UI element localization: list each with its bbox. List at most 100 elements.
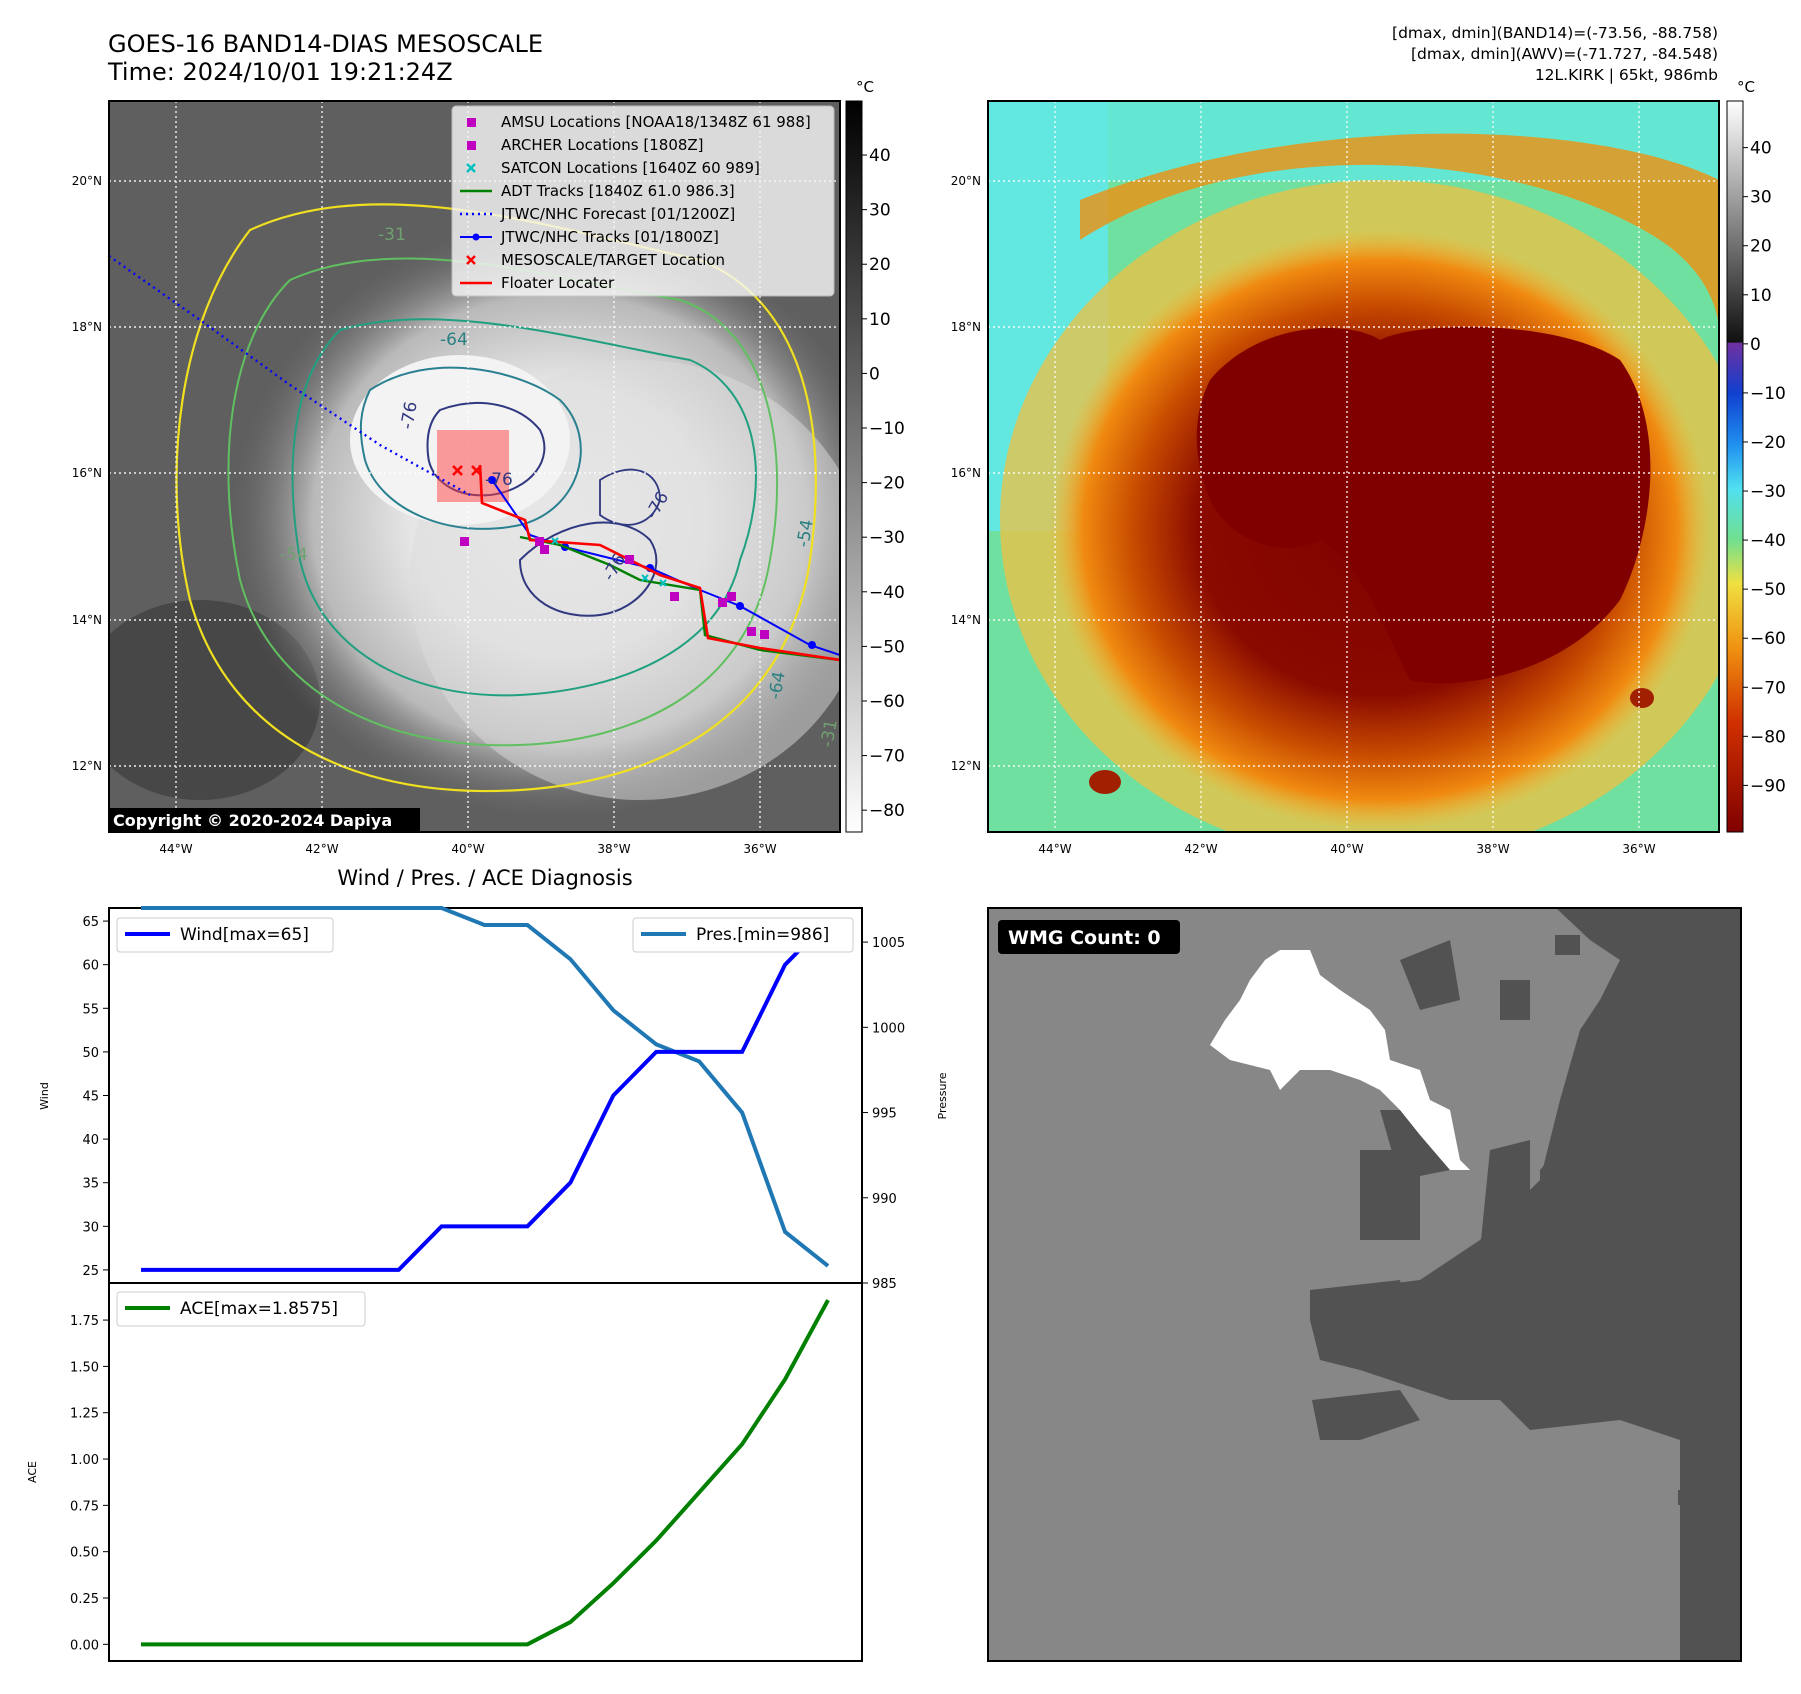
colorbar-tick-label: −30: [1750, 482, 1786, 502]
ace-legend-label: ACE[max=1.8575]: [180, 1299, 338, 1319]
ace-tick-label: 1.75: [70, 1314, 99, 1329]
ace-panel: ACE 0.00 0.25 0.50 0.75 1.00 1.25 1.50 1.75 ACE…: [26, 1282, 863, 1662]
legend-symbol: [467, 141, 476, 150]
wind-tick-label: 65: [82, 915, 99, 930]
colorbar-tick-label: −70: [869, 747, 905, 767]
colorbar-tick-label: 30: [1750, 188, 1772, 208]
colorbar-tick-label: −50: [1750, 580, 1786, 600]
ace-tick-label: 1.50: [70, 1360, 99, 1375]
colorbar-tick-label: 40: [1750, 139, 1772, 159]
map2-lat-labels: 20°N 18°N 16°N 14°N 12°N: [951, 174, 981, 773]
svg-text:-76: -76: [397, 400, 422, 431]
pressure-tick-label: 1000: [872, 1021, 905, 1036]
title-line-1: GOES-16 BAND14-DIAS MESOSCALE: [108, 30, 543, 58]
ace-legend: [116, 1291, 366, 1327]
wind-tick-label: 50: [82, 1046, 99, 1061]
legend-symbol: [460, 233, 492, 241]
svg-text:°C: °C: [1737, 78, 1755, 96]
colorbar-tick-label: −20: [1750, 433, 1786, 453]
svg-text:40°W: 40°W: [1330, 842, 1363, 856]
colorbar-tick-label: −90: [1750, 776, 1786, 796]
satcon-markers: [551, 537, 667, 587]
colorbar-tick-label: −30: [869, 528, 905, 548]
colorbar-tick-label: 30: [869, 201, 891, 221]
colorbar-tick-label: 20: [1750, 237, 1772, 257]
colorbar-tick-label: 10: [869, 310, 891, 330]
svg-text:°C: °C: [856, 78, 874, 96]
legend-label: SATCON Locations [1640Z 60 989]: [501, 159, 760, 177]
colorbar-tick-label: −60: [869, 692, 905, 712]
svg-text:40°W: 40°W: [451, 842, 484, 856]
title-line-2: Time: 2024/10/01 19:21:24Z: [107, 58, 453, 86]
legend-label: AMSU Locations [NOAA18/1348Z 61 988]: [501, 113, 811, 131]
pressure-tick-label: 995: [872, 1107, 897, 1122]
svg-text:36°W: 36°W: [743, 842, 776, 856]
ace-axis-label: ACE: [26, 1461, 39, 1483]
colorbar-gray: °C 40 30 20 10 0 −10 −20 −30 −40 −50 −60 −70 −80: [845, 78, 905, 833]
legend-label: ADT Tracks [1840Z 61.0 986.3]: [501, 182, 735, 200]
pressure-legend-label: Pres.[min=986]: [696, 925, 829, 945]
map-grayscale-ir: -31 -64 -76 -76 -76 -76 -54 -64 -31 -54 …: [72, 100, 842, 856]
wind-legend-label: Wind[max=65]: [180, 925, 309, 945]
wind-tick-label: 30: [82, 1220, 99, 1235]
copyright-text: Copyright © 2020-2024 Dapiya: [113, 811, 392, 830]
svg-text:-31: -31: [378, 225, 406, 245]
svg-text:20°N: 20°N: [72, 174, 102, 188]
legend-symbol: [466, 163, 476, 173]
colorbar-tick-label: 10: [1750, 286, 1772, 306]
wind-tick-label: 25: [82, 1264, 99, 1279]
colorbar-tick-label: 40: [869, 146, 891, 166]
svg-text:-31: -31: [817, 718, 842, 749]
svg-text:16°N: 16°N: [72, 466, 102, 480]
svg-text:-64: -64: [440, 330, 468, 350]
svg-text:16°N: 16°N: [951, 466, 981, 480]
colorbar-tick-label: 0: [1750, 335, 1761, 355]
ace-tick-label: 1.25: [70, 1407, 99, 1422]
colorbar-tick-label: 20: [869, 255, 891, 275]
pressure-tick-label: 990: [872, 1192, 897, 1207]
colorbar-color: °C 40 30 20 10 0 −10 −20 −30 −40 −50 −60 −70 −80 −90: [1726, 78, 1786, 833]
colorbar-tick-label: −10: [1750, 384, 1786, 404]
svg-text:18°N: 18°N: [951, 320, 981, 334]
svg-text:38°W: 38°W: [597, 842, 630, 856]
svg-text:18°N: 18°N: [72, 320, 102, 334]
wind-legend: [116, 917, 334, 953]
map2-gridlines: [988, 101, 1719, 832]
pressure-axis-label: Pressure: [936, 1072, 949, 1119]
forecast-track: [109, 255, 471, 497]
ace-series-line: [141, 1299, 830, 1647]
pressure-series-line: [141, 906, 830, 1268]
ace-tick-label: 0.25: [70, 1592, 99, 1607]
colorbar-tick-label: −50: [869, 637, 905, 657]
colorbar-tick-label: 0: [869, 364, 880, 384]
ace-tick-label: 0.00: [70, 1638, 99, 1653]
amsu-archer-markers: [460, 537, 769, 639]
wind-axis-label: Wind: [38, 1082, 51, 1110]
legend-symbol: [466, 255, 476, 265]
legend-label: Floater Locater: [501, 274, 615, 292]
ace-tick-label: 0.75: [70, 1499, 99, 1514]
diagnosis-title: Wind / Pres. / ACE Diagnosis: [337, 866, 632, 890]
colorbar-tick-label: −40: [869, 583, 905, 603]
svg-text:38°W: 38°W: [1476, 842, 1509, 856]
info-line-3: 12L.KIRK | 65kt, 986mb: [1535, 66, 1718, 84]
contour-labels: -31 -64 -76 -76 -76 -76 -54 -64 -31 -54: [280, 225, 842, 749]
svg-text:36°W: 36°W: [1622, 842, 1655, 856]
map2-lon-labels: 44°W 42°W 40°W 38°W 36°W: [1038, 842, 1655, 856]
info-line-2: [dmax, dmin](AWV)=(-71.727, -84.548): [1411, 45, 1718, 63]
wind-tick-label: 40: [82, 1133, 99, 1148]
svg-text:20°N: 20°N: [951, 174, 981, 188]
wmg-white-region: [1210, 950, 1470, 1170]
svg-text:-54: -54: [793, 518, 818, 549]
wind-tick-label: 60: [82, 959, 99, 974]
colorbar-tick-label: −40: [1750, 531, 1786, 551]
map-color-enhanced: 20°N 18°N 16°N 14°N 12°N 44°W 42°W 40°W …: [951, 100, 1720, 856]
legend-label: MESOSCALE/TARGET Location: [501, 251, 725, 269]
info-line-1: [dmax, dmin](BAND14)=(-73.56, -88.758): [1392, 24, 1718, 42]
svg-text:-76: -76: [485, 470, 513, 490]
legend-symbol: [467, 118, 476, 127]
pressure-legend: [632, 917, 854, 953]
target-markers: [452, 465, 482, 476]
colorbar-tick-label: −80: [1750, 727, 1786, 747]
